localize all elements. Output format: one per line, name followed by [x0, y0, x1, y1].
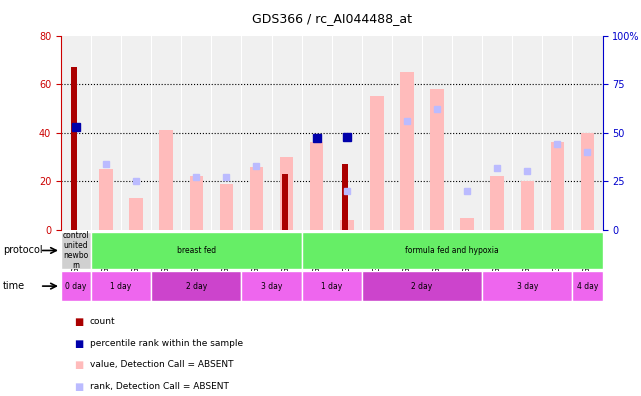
Bar: [250, 167, 263, 230]
Bar: [430, 89, 444, 230]
Bar: [551, 142, 564, 230]
Bar: [91, 232, 302, 269]
Text: rank, Detection Call = ABSENT: rank, Detection Call = ABSENT: [90, 382, 229, 391]
Bar: [460, 217, 474, 230]
Bar: [400, 72, 413, 230]
Text: 2 day: 2 day: [412, 282, 433, 291]
Text: GDS366 / rc_AI044488_at: GDS366 / rc_AI044488_at: [252, 12, 412, 25]
Text: 2 day: 2 day: [186, 282, 207, 291]
Bar: [482, 271, 572, 301]
Text: protocol: protocol: [3, 246, 43, 255]
Bar: [151, 271, 242, 301]
Bar: [61, 271, 91, 301]
Text: time: time: [3, 281, 26, 291]
Text: 1 day: 1 day: [321, 282, 342, 291]
Text: percentile rank within the sample: percentile rank within the sample: [90, 339, 243, 348]
Bar: [490, 176, 504, 230]
Bar: [129, 198, 143, 230]
Bar: [71, 67, 78, 230]
Bar: [280, 157, 294, 230]
Text: ■: ■: [74, 317, 83, 327]
Bar: [370, 96, 383, 230]
Text: 3 day: 3 day: [261, 282, 282, 291]
Bar: [520, 181, 534, 230]
Bar: [99, 169, 113, 230]
Bar: [572, 271, 603, 301]
Bar: [220, 184, 233, 230]
Bar: [340, 220, 354, 230]
Text: count: count: [90, 317, 115, 326]
Bar: [342, 164, 348, 230]
Text: 4 day: 4 day: [577, 282, 598, 291]
Text: ■: ■: [74, 360, 83, 370]
Text: control
united
newbo
rn: control united newbo rn: [63, 231, 89, 270]
Bar: [91, 271, 151, 301]
Bar: [190, 176, 203, 230]
Bar: [581, 133, 594, 230]
Text: ■: ■: [74, 339, 83, 348]
Bar: [61, 232, 91, 269]
Bar: [160, 130, 173, 230]
Text: 0 day: 0 day: [65, 282, 87, 291]
Bar: [302, 232, 603, 269]
Text: formula fed and hypoxia: formula fed and hypoxia: [405, 246, 499, 255]
Text: ■: ■: [74, 382, 83, 392]
Bar: [282, 174, 288, 230]
Bar: [362, 271, 482, 301]
Text: breast fed: breast fed: [177, 246, 216, 255]
Text: 1 day: 1 day: [110, 282, 131, 291]
Bar: [242, 271, 302, 301]
Text: value, Detection Call = ABSENT: value, Detection Call = ABSENT: [90, 360, 233, 369]
Bar: [302, 271, 362, 301]
Text: 3 day: 3 day: [517, 282, 538, 291]
Bar: [310, 142, 324, 230]
